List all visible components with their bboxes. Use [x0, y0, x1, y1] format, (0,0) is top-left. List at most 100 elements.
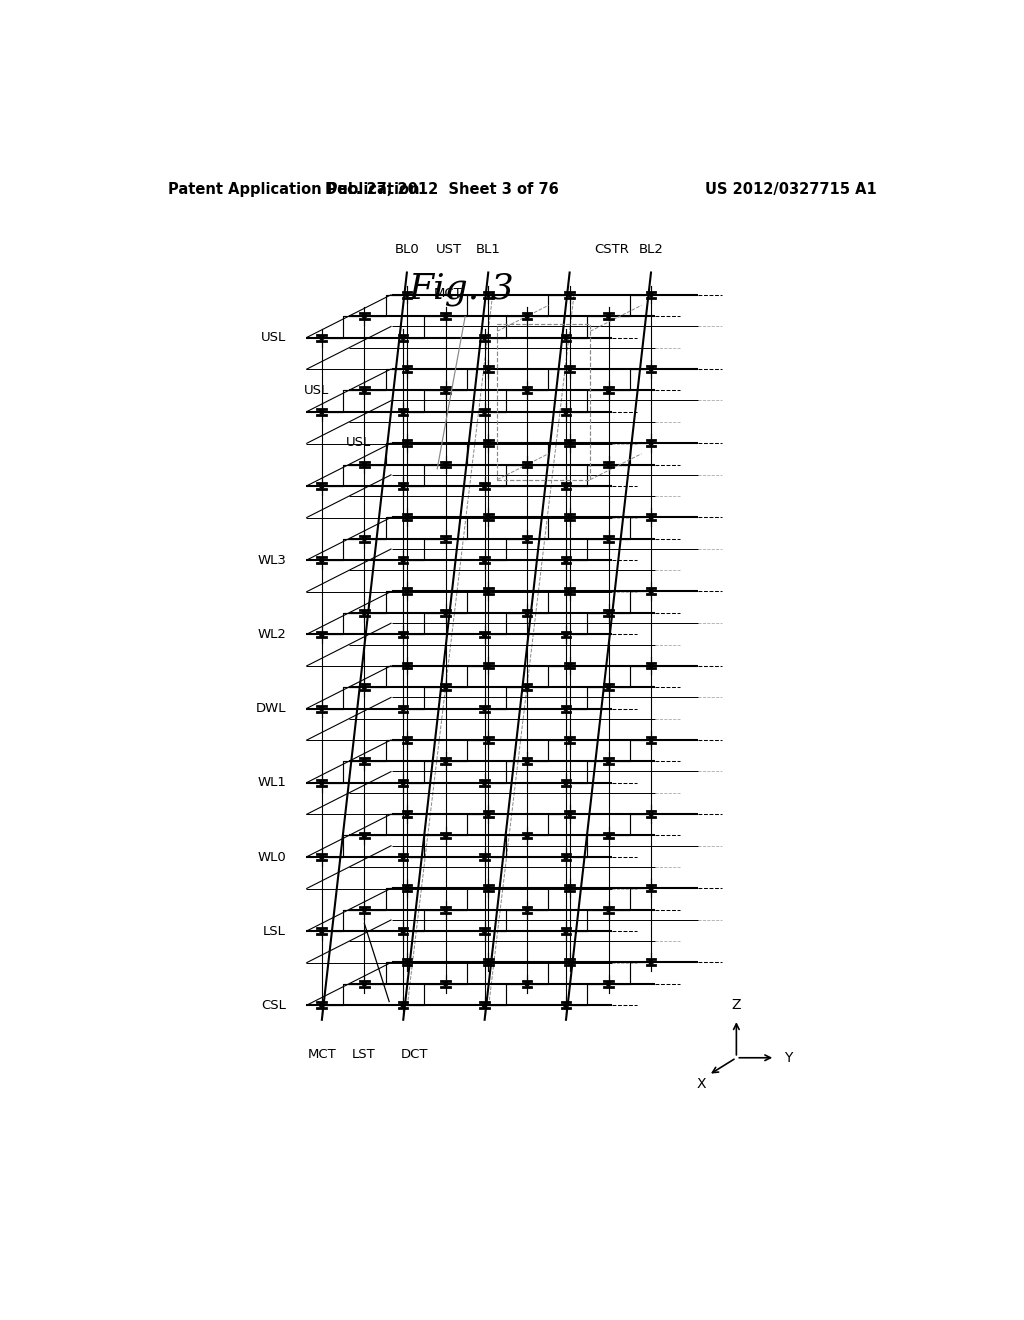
Circle shape [525, 537, 529, 541]
Circle shape [606, 314, 610, 318]
Text: BL2: BL2 [639, 243, 664, 256]
Circle shape [404, 886, 409, 890]
Circle shape [486, 960, 490, 965]
Text: Patent Application Publication: Patent Application Publication [168, 182, 420, 197]
Text: CSTR: CSTR [595, 243, 630, 256]
Text: Dec. 27, 2012  Sheet 3 of 76: Dec. 27, 2012 Sheet 3 of 76 [325, 182, 559, 197]
Circle shape [443, 611, 447, 615]
Text: MCT: MCT [434, 286, 463, 300]
Circle shape [319, 411, 324, 414]
Circle shape [319, 706, 324, 710]
Circle shape [401, 484, 406, 488]
Circle shape [401, 411, 406, 414]
Circle shape [404, 441, 409, 445]
Circle shape [525, 982, 529, 986]
Text: CSL: CSL [261, 999, 286, 1012]
Circle shape [401, 632, 406, 636]
Circle shape [404, 293, 409, 297]
Circle shape [401, 706, 406, 710]
Circle shape [319, 781, 324, 785]
Circle shape [401, 1003, 406, 1007]
Text: BL1: BL1 [476, 243, 501, 256]
Circle shape [606, 462, 610, 466]
Circle shape [443, 685, 447, 689]
Circle shape [362, 685, 367, 689]
Circle shape [649, 738, 653, 742]
Circle shape [649, 664, 653, 668]
Circle shape [404, 515, 409, 519]
Circle shape [482, 855, 486, 859]
Circle shape [564, 411, 568, 414]
Circle shape [606, 537, 610, 541]
Text: USL: USL [303, 384, 329, 397]
Text: UST: UST [436, 243, 463, 256]
Circle shape [525, 462, 529, 466]
Circle shape [649, 812, 653, 816]
Text: Fig. 3: Fig. 3 [409, 272, 514, 306]
Circle shape [443, 982, 447, 986]
Circle shape [567, 589, 571, 593]
Circle shape [567, 664, 571, 668]
Circle shape [401, 781, 406, 785]
Circle shape [606, 982, 610, 986]
Circle shape [606, 759, 610, 763]
Circle shape [486, 367, 490, 371]
Text: MCT: MCT [307, 1048, 336, 1061]
Circle shape [401, 558, 406, 562]
Circle shape [564, 781, 568, 785]
Circle shape [567, 960, 571, 965]
Circle shape [564, 558, 568, 562]
Circle shape [486, 441, 490, 445]
Circle shape [525, 908, 529, 912]
Circle shape [482, 632, 486, 636]
Circle shape [567, 367, 571, 371]
Circle shape [564, 855, 568, 859]
Circle shape [362, 908, 367, 912]
Circle shape [564, 484, 568, 488]
Text: WL2: WL2 [257, 628, 286, 642]
Circle shape [564, 706, 568, 710]
Circle shape [525, 388, 529, 392]
Text: DCT: DCT [401, 1048, 428, 1061]
Circle shape [564, 632, 568, 636]
Circle shape [525, 833, 529, 837]
Circle shape [649, 515, 653, 519]
Circle shape [482, 1003, 486, 1007]
Circle shape [486, 886, 490, 890]
Circle shape [649, 886, 653, 890]
Circle shape [606, 833, 610, 837]
Circle shape [649, 293, 653, 297]
Circle shape [486, 293, 490, 297]
Circle shape [401, 335, 406, 339]
Circle shape [482, 781, 486, 785]
Circle shape [404, 960, 409, 965]
Circle shape [362, 462, 367, 466]
Circle shape [486, 664, 490, 668]
Text: Z: Z [731, 998, 741, 1011]
Circle shape [482, 335, 486, 339]
Circle shape [486, 812, 490, 816]
Text: WL1: WL1 [257, 776, 286, 789]
Circle shape [482, 929, 486, 933]
Circle shape [319, 1003, 324, 1007]
Circle shape [567, 441, 571, 445]
Circle shape [486, 589, 490, 593]
Circle shape [319, 558, 324, 562]
Text: LSL: LSL [263, 925, 286, 937]
Circle shape [404, 367, 409, 371]
Circle shape [482, 558, 486, 562]
Circle shape [567, 293, 571, 297]
Text: BL0: BL0 [394, 243, 420, 256]
Circle shape [319, 929, 324, 933]
Text: LST: LST [352, 1048, 376, 1061]
Circle shape [486, 515, 490, 519]
Circle shape [362, 537, 367, 541]
Circle shape [649, 960, 653, 965]
Circle shape [362, 314, 367, 318]
Circle shape [401, 855, 406, 859]
Circle shape [564, 929, 568, 933]
Circle shape [443, 833, 447, 837]
Circle shape [319, 855, 324, 859]
Circle shape [567, 738, 571, 742]
Text: USL: USL [261, 331, 286, 345]
